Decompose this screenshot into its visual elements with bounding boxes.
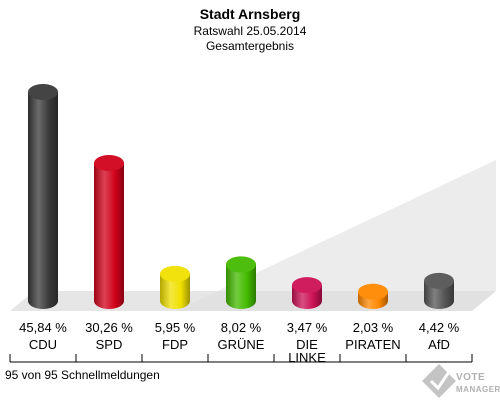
- category-label: FDP: [162, 337, 188, 352]
- category-label: AfD: [428, 337, 450, 352]
- bar-top: [424, 272, 454, 289]
- bar-spd: [94, 155, 124, 309]
- bar-top: [292, 277, 322, 294]
- chart-title: Stadt Arnsberg: [200, 6, 301, 22]
- bar-grüne: [226, 256, 256, 309]
- value-label: 5,95 %: [155, 320, 196, 335]
- votemanager-logo: VOTE MANAGER: [422, 364, 500, 398]
- value-label: 30,26 %: [85, 320, 133, 335]
- logo-line-2: MANAGER: [456, 385, 500, 394]
- bar-body: [226, 264, 256, 309]
- footer-text: 95 von 95 Schnellmeldungen: [5, 368, 160, 382]
- bar-top: [226, 256, 256, 273]
- checkmark-icon: [422, 364, 456, 398]
- chart-subtitle: Ratswahl 25.05.2014: [194, 24, 307, 38]
- bar-top: [94, 155, 124, 172]
- value-label: 3,47 %: [287, 320, 328, 335]
- value-label: 4,42 %: [419, 320, 460, 335]
- category-label: SPD: [96, 337, 123, 352]
- category-label: LINKE: [288, 350, 326, 365]
- bar-top: [28, 83, 58, 100]
- bar-afd: [424, 272, 454, 309]
- value-labels-group: 45,84 % 30,26 % 5,95 % 8,02 % 3,47 % 2,03 % 4,…: [19, 320, 460, 335]
- bar-body: [160, 273, 190, 309]
- bar-top: [358, 283, 388, 300]
- bar-die-linke: [292, 277, 322, 309]
- bar-cdu: [28, 83, 58, 309]
- category-label: PIRATEN: [345, 337, 400, 352]
- bar-body: [94, 163, 124, 309]
- category-label: GRÜNE: [218, 337, 265, 352]
- bar-body: [424, 280, 454, 309]
- category-label: DIE: [296, 337, 318, 352]
- logo-line-1: VOTE: [456, 372, 485, 383]
- bar-piraten: [358, 283, 388, 309]
- bar-top: [160, 265, 190, 282]
- bar-fdp: [160, 265, 190, 309]
- axis-ticks-group: [9, 354, 473, 362]
- bar-body: [28, 91, 58, 309]
- chart-subtitle-2: Gesamtergebnis: [206, 39, 294, 53]
- bars-group: [28, 83, 454, 309]
- value-label: 45,84 %: [19, 320, 67, 335]
- value-label: 8,02 %: [221, 320, 262, 335]
- value-label: 2,03 %: [353, 320, 394, 335]
- category-label: CDU: [29, 337, 57, 352]
